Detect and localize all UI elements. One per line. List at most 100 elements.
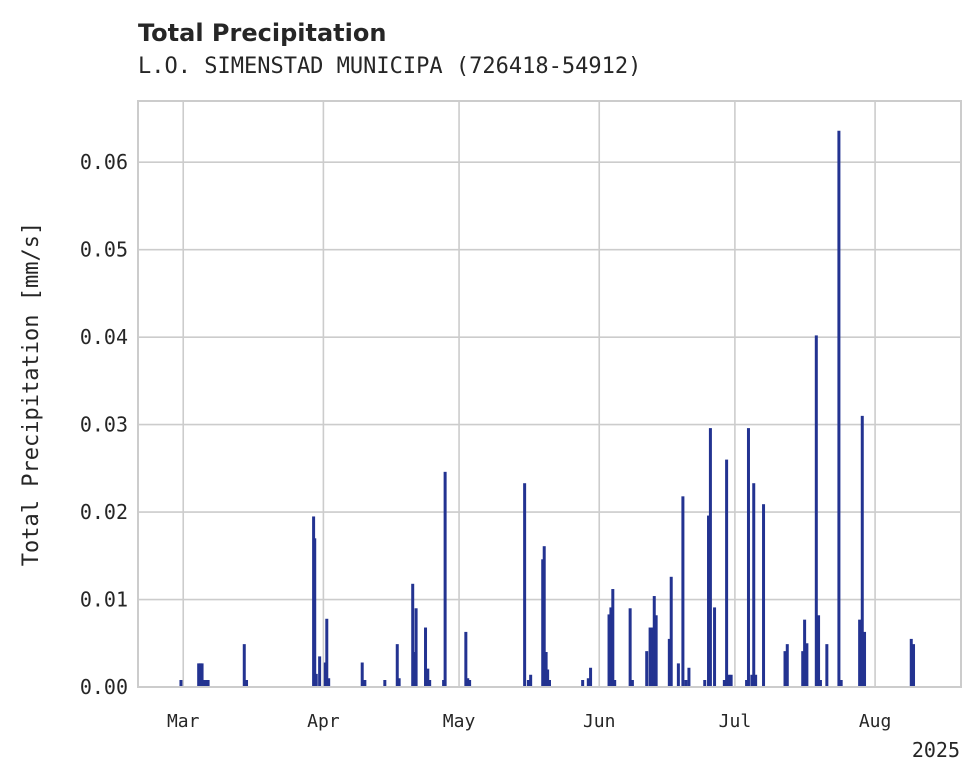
precip-bar: [703, 680, 707, 687]
y-tick-label: 0.01: [80, 588, 128, 612]
precip-bar: [860, 415, 864, 687]
precip-bar: [413, 652, 417, 687]
precip-bar: [529, 674, 533, 687]
precip-bar: [708, 428, 712, 687]
precip-bar: [318, 656, 322, 687]
precip-bar: [411, 583, 415, 687]
precip-bar: [676, 663, 680, 687]
precip-bar: [395, 644, 399, 687]
precip-bar: [912, 644, 916, 687]
precip-bar: [468, 680, 472, 687]
y-tick-label: 0.03: [80, 413, 128, 437]
x-tick-label: Jun: [583, 711, 616, 732]
precip-bar: [242, 644, 246, 687]
precip-bar: [609, 607, 613, 687]
precip-bar: [825, 644, 829, 687]
precip-bar: [727, 674, 731, 687]
precip-bar: [745, 680, 749, 687]
precip-bar: [197, 663, 201, 687]
precip-bar: [687, 667, 691, 687]
precip-bar: [746, 428, 750, 687]
precip-bar: [542, 546, 546, 687]
precip-bar: [548, 680, 551, 687]
precip-bar: [817, 615, 821, 687]
precip-bar: [442, 680, 446, 687]
x-tick-label: Apr: [307, 711, 340, 732]
precip-bar: [613, 680, 617, 687]
precip-bar: [523, 483, 527, 687]
y-tick-label: 0.04: [80, 325, 128, 349]
x-tick-label: Aug: [859, 711, 892, 732]
y-axis-label: Total Precipitation [mm/s]: [19, 222, 44, 566]
precip-bar: [526, 680, 530, 687]
precip-bar: [466, 678, 470, 687]
precip-bar: [611, 589, 615, 687]
precip-bar: [313, 538, 317, 687]
precip-bar: [648, 627, 652, 687]
precip-bar: [801, 651, 805, 687]
precip-bar: [443, 471, 447, 687]
precip-bar: [909, 638, 913, 687]
precip-bar: [544, 652, 548, 687]
precip-bar: [360, 662, 364, 687]
precip-bar: [681, 496, 685, 687]
precip-bar: [426, 668, 430, 687]
precip-bar: [684, 680, 688, 687]
precip-bar: [204, 680, 208, 687]
precip-bar: [428, 680, 432, 687]
precip-bar: [667, 638, 671, 687]
x-tick-label: Mar: [167, 711, 200, 732]
precip-bar: [752, 483, 756, 687]
precip-bar: [581, 680, 585, 687]
y-tick-label: 0.00: [80, 675, 128, 699]
precip-bar: [179, 680, 183, 687]
y-tick-label: 0.02: [80, 500, 128, 524]
y-axis-ticks: 0.00 0.01 0.02 0.03 0.04 0.05 0.06: [80, 150, 128, 699]
chart-subtitle: L.O. SIMENSTAD MUNICIPA (726418-54912): [138, 54, 641, 79]
precip-bar: [198, 663, 202, 687]
precip-bar: [783, 651, 787, 687]
precip-bar: [650, 627, 654, 687]
plot-frame: [137, 100, 962, 688]
x-tick-label: May: [443, 711, 476, 732]
precip-bar: [858, 619, 862, 687]
precip-bar: [654, 615, 658, 687]
precip-bar: [652, 596, 656, 687]
precip-bar: [325, 618, 329, 687]
precip-bar: [546, 669, 550, 687]
precip-bar: [424, 627, 428, 687]
chart-title: Total Precipitation: [138, 19, 386, 47]
precip-bar: [414, 608, 418, 687]
precip-bar: [785, 644, 789, 687]
precip-bar: [383, 680, 387, 687]
precip-bar: [707, 515, 711, 687]
precip-bar: [586, 678, 590, 687]
precip-bar: [839, 680, 843, 687]
precip-bar: [397, 678, 401, 687]
y-tick-label: 0.05: [80, 238, 128, 262]
precip-bar: [729, 674, 733, 687]
precip-bar: [200, 663, 204, 687]
x-tick-label: Jul: [719, 711, 752, 732]
precip-bar: [628, 608, 632, 687]
precip-bar: [818, 680, 822, 687]
precip-bar: [327, 678, 331, 687]
x-axis-offset-label: 2025: [912, 738, 960, 762]
precip-bar: [202, 680, 206, 687]
grid-lines: [138, 101, 961, 688]
precip-bar: [725, 459, 729, 687]
precip-bar: [206, 680, 210, 687]
bars-series: [179, 130, 916, 688]
precip-bar: [464, 631, 468, 687]
precip-bar: [762, 504, 766, 687]
y-tick-label: 0.06: [80, 150, 128, 174]
precip-bar: [750, 674, 754, 687]
precip-bar: [669, 576, 673, 687]
precip-bar: [754, 674, 758, 687]
precip-bar: [245, 680, 249, 687]
precip-bar: [630, 680, 634, 687]
precip-bar: [814, 335, 818, 687]
precip-bar: [803, 619, 807, 687]
precip-bar: [314, 673, 318, 687]
precip-bar: [722, 680, 726, 687]
